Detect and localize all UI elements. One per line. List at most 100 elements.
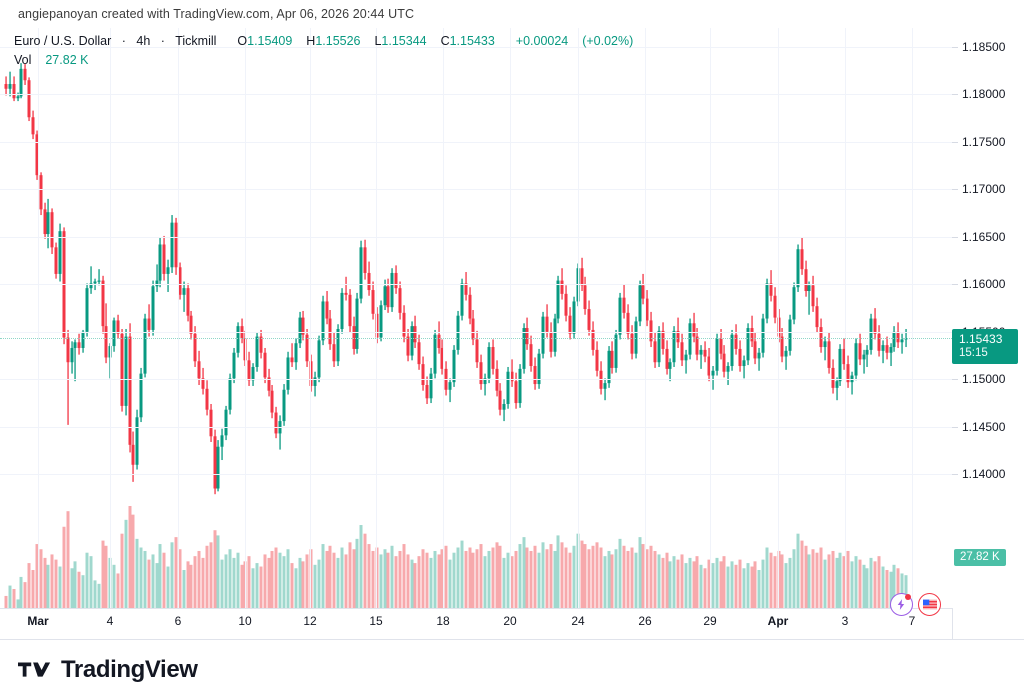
candle-wick: [824, 336, 826, 361]
volume-bar: [89, 556, 93, 608]
candle-body: [151, 286, 155, 330]
volume-bar: [707, 559, 711, 608]
candle-body: [406, 336, 410, 356]
volume-bar: [796, 533, 800, 608]
volume-bar: [4, 595, 8, 608]
volume-bar: [406, 554, 410, 608]
volume-bar: [259, 566, 263, 608]
candle-body: [189, 315, 193, 334]
candle-body: [228, 378, 232, 410]
candle-body: [73, 342, 77, 348]
candle-body: [371, 290, 375, 314]
volume-bar: [325, 550, 329, 608]
legend-exchange[interactable]: Tickmill: [175, 34, 217, 48]
candle-body: [471, 318, 475, 340]
candle-body: [610, 350, 614, 368]
candle-body: [410, 326, 414, 356]
volume-bar: [189, 564, 193, 608]
candle-body: [290, 357, 294, 363]
candle-body: [305, 334, 309, 362]
volume-bar: [270, 550, 274, 608]
legend-symbol[interactable]: Euro / U.S. Dollar: [14, 34, 112, 48]
volume-bar: [780, 554, 784, 608]
candle-body: [796, 249, 800, 288]
volume-bar: [622, 545, 626, 608]
gridline-horizontal: [0, 284, 952, 285]
candle-body: [440, 347, 444, 369]
candle-body: [653, 341, 657, 363]
lightning-icon[interactable]: [890, 593, 913, 616]
current-price-line: [0, 338, 952, 339]
volume-bar: [429, 557, 433, 608]
candle-body: [363, 247, 367, 273]
volume-bar: [232, 557, 236, 608]
candle-body: [811, 285, 815, 307]
volume-bar: [634, 552, 638, 608]
chart-plot-area[interactable]: [0, 28, 952, 608]
candle-body: [89, 283, 93, 289]
candle-body: [70, 347, 74, 363]
candle-body: [317, 340, 321, 378]
gridline-horizontal: [0, 94, 952, 95]
volume-bar: [858, 559, 862, 608]
volume-bar: [433, 550, 437, 608]
candle-body: [502, 404, 506, 410]
time-tick-label: 10: [238, 614, 252, 628]
candle-body: [622, 297, 626, 313]
current-price-badge[interactable]: 1.15433 15:15: [952, 329, 1018, 365]
candle-wick: [743, 355, 745, 379]
volume-bar: [835, 557, 839, 608]
candle-body: [437, 334, 441, 348]
time-tick-label: Mar: [27, 614, 49, 628]
candle-body: [155, 280, 159, 287]
volume-bar: [340, 547, 344, 608]
candle-body: [831, 367, 835, 388]
candle-body: [213, 436, 217, 489]
volume-bar: [236, 552, 240, 608]
candle-body: [835, 381, 839, 388]
gridline-horizontal: [0, 189, 952, 190]
candle-body: [46, 212, 50, 235]
volume-bar: [85, 552, 89, 608]
candle-body: [537, 353, 541, 385]
chart-legend: Euro / U.S. Dollar · 4h · Tickmill O1.15…: [14, 33, 633, 69]
candle-body: [842, 348, 846, 365]
candle-wick: [712, 366, 714, 390]
volume-bar: [468, 547, 472, 608]
volume-bar: [120, 533, 124, 608]
legend-volume-value: 27.82 K: [45, 53, 89, 67]
volume-bar: [139, 547, 143, 608]
volume-bar: [502, 557, 506, 608]
volume-bar: [850, 561, 854, 608]
candle-body: [479, 362, 483, 385]
volume-bar: [197, 550, 201, 608]
volume-bar: [549, 544, 553, 608]
volume-bar: [471, 552, 475, 608]
legend-interval[interactable]: 4h: [136, 34, 151, 48]
notification-dot: [905, 594, 911, 600]
gridline-horizontal: [0, 427, 952, 428]
candle-body: [77, 342, 81, 348]
time-tick-label: 12: [303, 614, 317, 628]
time-scale[interactable]: Mar 4 6 10 12 15 18 20 24 26 29 Apr 3 7: [0, 609, 952, 639]
volume-bar: [93, 580, 97, 608]
volume-bar: [147, 559, 151, 608]
candle-wick: [890, 343, 892, 367]
us-flag-icon[interactable]: [918, 593, 941, 616]
volume-bar: [479, 544, 483, 608]
volume-bar: [8, 585, 12, 608]
candle-body: [568, 315, 572, 334]
candle-body: [321, 301, 325, 341]
current-volume-badge[interactable]: 27.82 K: [954, 549, 1006, 566]
price-tick-dash: [952, 474, 958, 475]
price-tick-label: 1.18000: [962, 87, 1006, 102]
volume-bar: [220, 559, 224, 608]
tradingview-footer: TradingView: [18, 656, 198, 684]
candle-body: [197, 361, 201, 379]
volume-bar: [162, 552, 166, 608]
legend-volume-label: Vol: [14, 53, 32, 67]
price-scale[interactable]: 1.18500 1.18000 1.17500 1.17000 1.16500 1.160…: [952, 28, 1024, 608]
volume-bar: [838, 552, 842, 608]
volume-bar: [367, 544, 371, 608]
candle-body: [367, 272, 371, 291]
